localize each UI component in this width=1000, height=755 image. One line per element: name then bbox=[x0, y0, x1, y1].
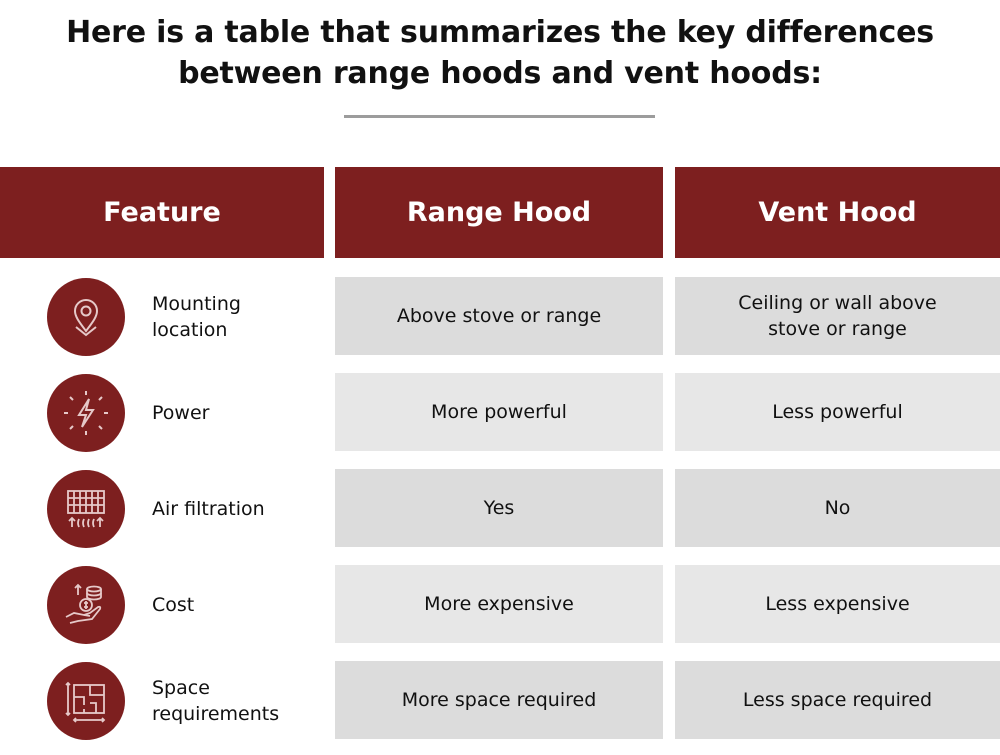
vent-hood-cell: Less space required bbox=[675, 661, 1000, 739]
table-row-mounting-location: Mounting location Above stove or range C… bbox=[0, 277, 1000, 357]
range-hood-cell: More powerful bbox=[335, 373, 663, 451]
hand-coins-icon bbox=[47, 566, 125, 644]
table-row-air-filtration: Air filtration Yes No bbox=[0, 469, 1000, 549]
air-filter-icon bbox=[47, 470, 125, 548]
title-divider bbox=[344, 115, 655, 118]
feature-label: Mounting location bbox=[152, 293, 241, 341]
table-row-cost: Cost More expensive Less expensive bbox=[0, 565, 1000, 645]
feature-label: Air filtration bbox=[152, 498, 265, 520]
range-hood-cell: More expensive bbox=[335, 565, 663, 643]
header-range-hood: Range Hood bbox=[335, 167, 663, 258]
floor-plan-icon bbox=[47, 662, 125, 740]
header-feature: Feature bbox=[0, 167, 324, 258]
feature-label: Power bbox=[152, 402, 210, 424]
vent-hood-cell: Less expensive bbox=[675, 565, 1000, 643]
range-hood-cell: More space required bbox=[335, 661, 663, 739]
feature-label: Cost bbox=[152, 594, 195, 616]
title-line-2: between range hoods and vent hoods: bbox=[178, 56, 822, 91]
lightning-bolt-icon bbox=[47, 374, 125, 452]
range-hood-cell: Above stove or range bbox=[335, 277, 663, 355]
table-row-power: Power More powerful Less powerful bbox=[0, 373, 1000, 453]
header-vent-hood: Vent Hood bbox=[675, 167, 1000, 258]
vent-hood-cell: Less powerful bbox=[675, 373, 1000, 451]
range-hood-cell: Yes bbox=[335, 469, 663, 547]
title-line-1: Here is a table that summarizes the key … bbox=[66, 15, 934, 50]
vent-hood-cell: Ceiling or wall above stove or range bbox=[675, 277, 1000, 355]
vent-hood-cell: No bbox=[675, 469, 1000, 547]
table-row-space-requirements: Space requirements More space required L… bbox=[0, 661, 1000, 741]
feature-label: Space requirements bbox=[152, 677, 280, 725]
page-title: Here is a table that summarizes the key … bbox=[0, 12, 1000, 94]
location-pin-icon bbox=[47, 278, 125, 356]
